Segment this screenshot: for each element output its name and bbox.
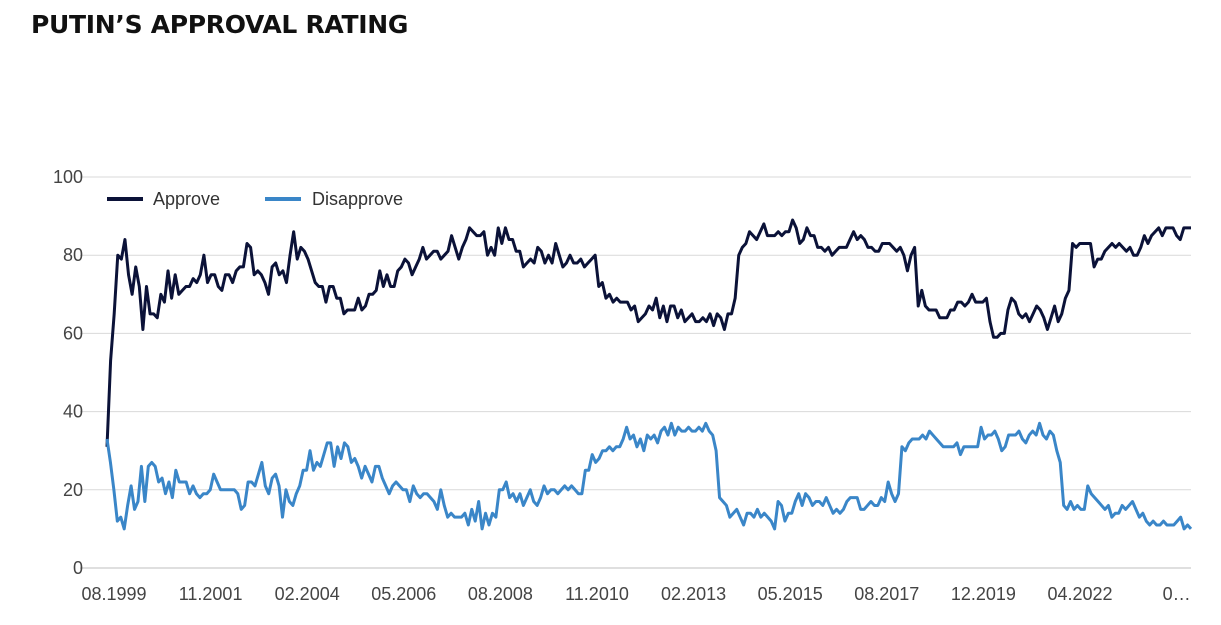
x-tick-label: 02.2004 <box>275 584 340 604</box>
legend-label-disapprove: Disapprove <box>312 189 403 209</box>
legend-label-approve: Approve <box>153 189 220 209</box>
y-tick-label: 40 <box>63 402 83 422</box>
y-tick-label: 100 <box>53 167 83 187</box>
y-tick-label: 80 <box>63 245 83 265</box>
series-line-disapprove <box>105 421 1193 531</box>
x-tick-label: 05.2015 <box>758 584 823 604</box>
y-tick-label: 20 <box>63 480 83 500</box>
gridlines <box>80 176 1191 569</box>
legend: Approve Disapprove <box>107 189 403 209</box>
series-line-approve <box>105 218 1191 447</box>
x-tick-label: 05.2006 <box>371 584 436 604</box>
legend-item-disapprove: Disapprove <box>265 189 403 209</box>
chart-title: PUTIN’S APPROVAL RATING <box>31 10 409 39</box>
x-tick-label: 08.2017 <box>854 584 919 604</box>
x-tick-label: 02.2013 <box>661 584 726 604</box>
x-axis-ticks: 08.1999 11.2001 02.2004 05.2006 08.2008 11.20… <box>81 584 1190 604</box>
x-tick-label: 11.2001 <box>179 584 243 604</box>
x-tick-label: 08.1999 <box>81 584 146 604</box>
y-tick-label: 60 <box>63 323 83 343</box>
series-lines <box>105 218 1193 531</box>
x-tick-label: 12.2019 <box>951 584 1016 604</box>
x-tick-label: 04.2022 <box>1047 584 1112 604</box>
legend-item-approve: Approve <box>107 189 220 209</box>
x-tick-label: 0… <box>1163 584 1191 604</box>
y-axis-ticks: 0 20 40 60 80 100 <box>53 167 83 578</box>
x-tick-label: 11.2010 <box>565 584 629 604</box>
y-tick-label: 0 <box>73 558 83 578</box>
x-tick-label: 08.2008 <box>468 584 533 604</box>
